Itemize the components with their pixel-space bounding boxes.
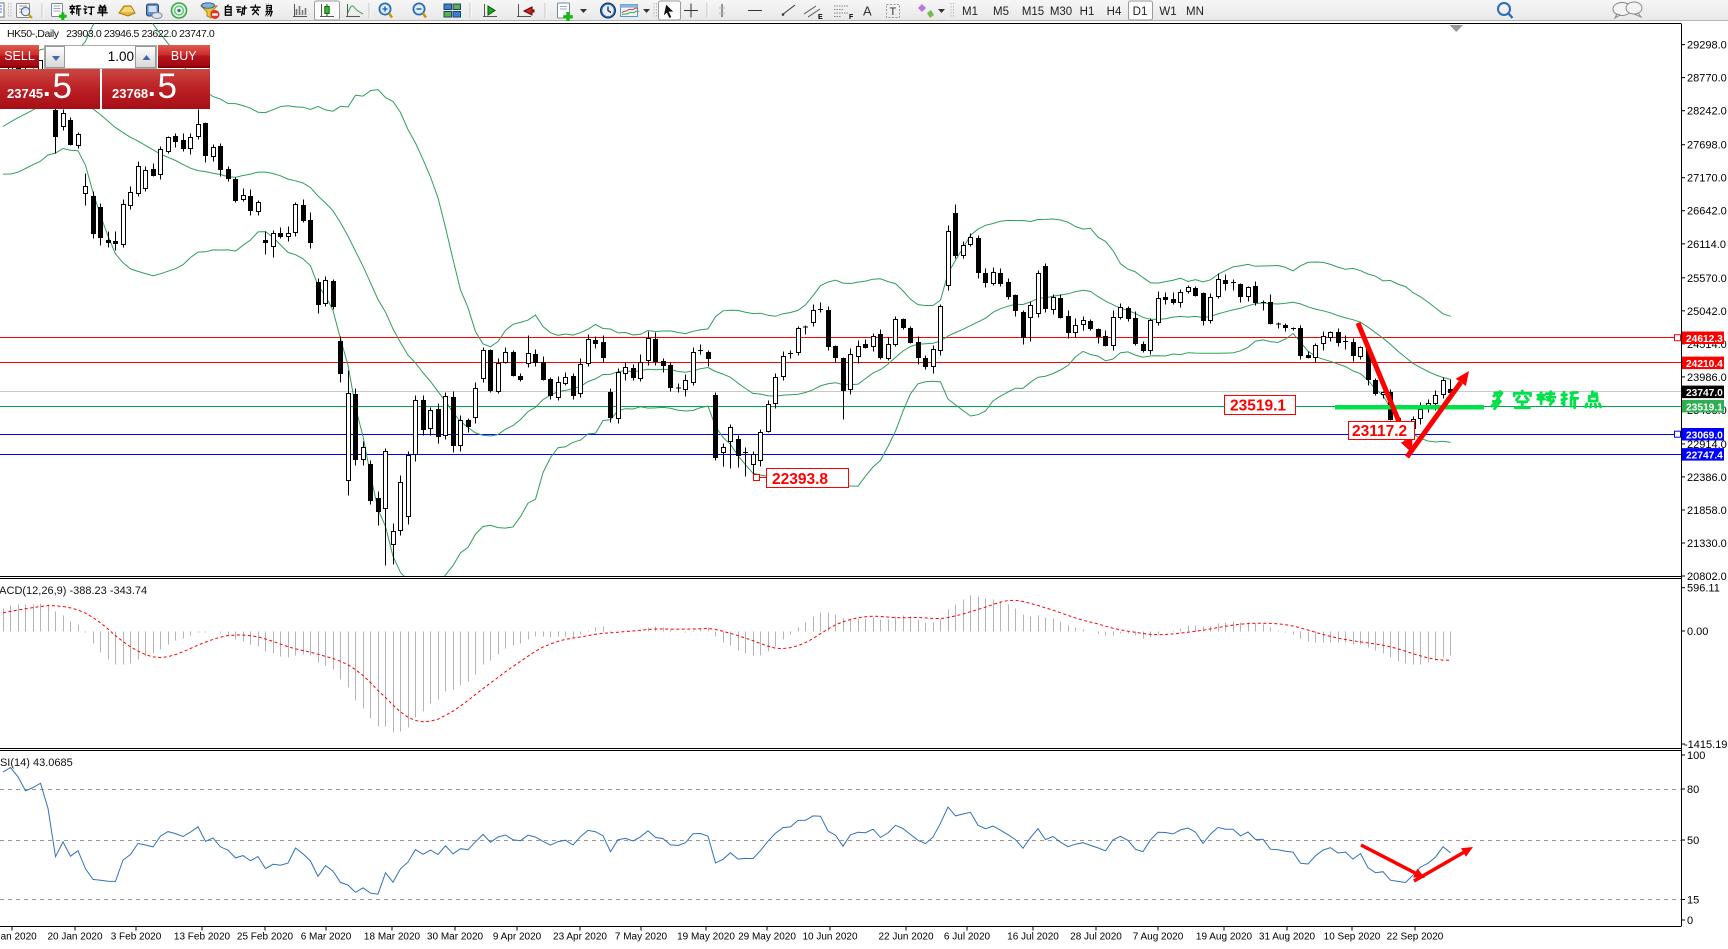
svg-text:A: A — [863, 4, 872, 19]
svg-text:F: F — [849, 14, 854, 21]
svg-text:23 Apr 2020: 23 Apr 2020 — [553, 932, 607, 943]
svg-text:0.00: 0.00 — [1687, 626, 1708, 638]
svg-text:15: 15 — [1687, 895, 1699, 907]
svg-text:H4: H4 — [1107, 6, 1122, 18]
svg-text:10 Sep 2020: 10 Sep 2020 — [1324, 932, 1381, 943]
svg-text:0: 0 — [1687, 915, 1693, 927]
svg-text:13 Feb 2020: 13 Feb 2020 — [174, 932, 231, 943]
svg-text:26642.0: 26642.0 — [1687, 206, 1727, 218]
svg-text:T: T — [890, 6, 897, 18]
svg-text:24210.4: 24210.4 — [1686, 359, 1723, 370]
svg-text:25 Feb 2020: 25 Feb 2020 — [237, 932, 294, 943]
svg-text:M30: M30 — [1050, 6, 1072, 18]
svg-text:28242.0: 28242.0 — [1687, 106, 1727, 118]
svg-text:-1415.19: -1415.19 — [1684, 739, 1727, 751]
svg-text:596.11: 596.11 — [1687, 583, 1720, 595]
svg-text:22914.0: 22914.0 — [1687, 439, 1727, 451]
svg-text:21330.0: 21330.0 — [1687, 538, 1727, 550]
svg-text:19 May 2020: 19 May 2020 — [677, 932, 735, 943]
svg-text:6 Mar 2020: 6 Mar 2020 — [301, 932, 352, 943]
svg-text:26114.0: 26114.0 — [1687, 239, 1726, 251]
svg-text:21858.0: 21858.0 — [1687, 505, 1727, 517]
svg-text:23069.0: 23069.0 — [1686, 431, 1723, 442]
svg-text:D1: D1 — [1133, 6, 1148, 18]
svg-text:23519.1: 23519.1 — [1230, 398, 1286, 415]
svg-text:M5: M5 — [993, 6, 1009, 18]
svg-text:18 Mar 2020: 18 Mar 2020 — [364, 932, 421, 943]
svg-text:3 Feb 2020: 3 Feb 2020 — [111, 932, 162, 943]
svg-text:22 Sep 2020: 22 Sep 2020 — [1387, 932, 1444, 943]
svg-text:50: 50 — [1687, 835, 1699, 847]
svg-text:27698.0: 27698.0 — [1687, 140, 1727, 152]
svg-text:28 Jul 2020: 28 Jul 2020 — [1070, 932, 1122, 943]
svg-text:29 May 2020: 29 May 2020 — [738, 932, 796, 943]
svg-text:25570.0: 25570.0 — [1687, 273, 1727, 285]
svg-text:H1: H1 — [1080, 6, 1095, 18]
svg-text:E: E — [818, 14, 823, 21]
svg-text:22747.4: 22747.4 — [1686, 451, 1723, 462]
svg-text:RSI(14) 43.0685: RSI(14) 43.0685 — [0, 757, 73, 769]
svg-text:7 Aug 2020: 7 Aug 2020 — [1133, 932, 1184, 943]
svg-text:23519.1: 23519.1 — [1686, 402, 1723, 413]
svg-text:20802.0: 20802.0 — [1687, 571, 1727, 583]
svg-text:MACD(12,26,9) -388.23 -343.74: MACD(12,26,9) -388.23 -343.74 — [0, 585, 147, 597]
svg-text:29298.0: 29298.0 — [1687, 40, 1727, 52]
svg-text:24612.3: 24612.3 — [1686, 334, 1723, 345]
svg-text:28770.0: 28770.0 — [1687, 73, 1727, 85]
svg-text:M1: M1 — [962, 6, 978, 18]
svg-text:HK50-,Daily 23903.0 23946.5: HK50-,Daily 23903.0 23946.5 23622.0 2374… — [7, 28, 215, 40]
svg-text:23117.2: 23117.2 — [1352, 423, 1407, 440]
svg-text:6 Jul 2020: 6 Jul 2020 — [944, 932, 991, 943]
svg-text:80: 80 — [1687, 784, 1699, 796]
svg-text:23986.0: 23986.0 — [1687, 372, 1727, 384]
svg-text:16 Jul 2020: 16 Jul 2020 — [1007, 932, 1059, 943]
svg-text:20 Jan 2020: 20 Jan 2020 — [47, 932, 102, 943]
svg-text:23747.0: 23747.0 — [1686, 388, 1723, 399]
svg-text:27170.0: 27170.0 — [1687, 173, 1727, 185]
svg-text:100: 100 — [1687, 750, 1705, 762]
svg-text:10 Jun 2020: 10 Jun 2020 — [802, 932, 857, 943]
svg-text:30 Mar 2020: 30 Mar 2020 — [427, 932, 484, 943]
svg-text:22386.0: 22386.0 — [1687, 472, 1727, 484]
svg-text:19 Aug 2020: 19 Aug 2020 — [1196, 932, 1253, 943]
svg-text:7 May 2020: 7 May 2020 — [615, 932, 668, 943]
svg-text:9 Apr 2020: 9 Apr 2020 — [493, 932, 542, 943]
svg-text:31 Aug 2020: 31 Aug 2020 — [1259, 932, 1316, 943]
svg-text:25042.0: 25042.0 — [1687, 306, 1727, 318]
svg-text:22393.8: 22393.8 — [772, 471, 828, 488]
svg-text:8 Jan 2020: 8 Jan 2020 — [0, 932, 37, 943]
svg-text:MN: MN — [1186, 6, 1204, 18]
svg-text:M15: M15 — [1022, 6, 1044, 18]
svg-text:22 Jun 2020: 22 Jun 2020 — [878, 932, 933, 943]
svg-text:W1: W1 — [1159, 6, 1176, 18]
